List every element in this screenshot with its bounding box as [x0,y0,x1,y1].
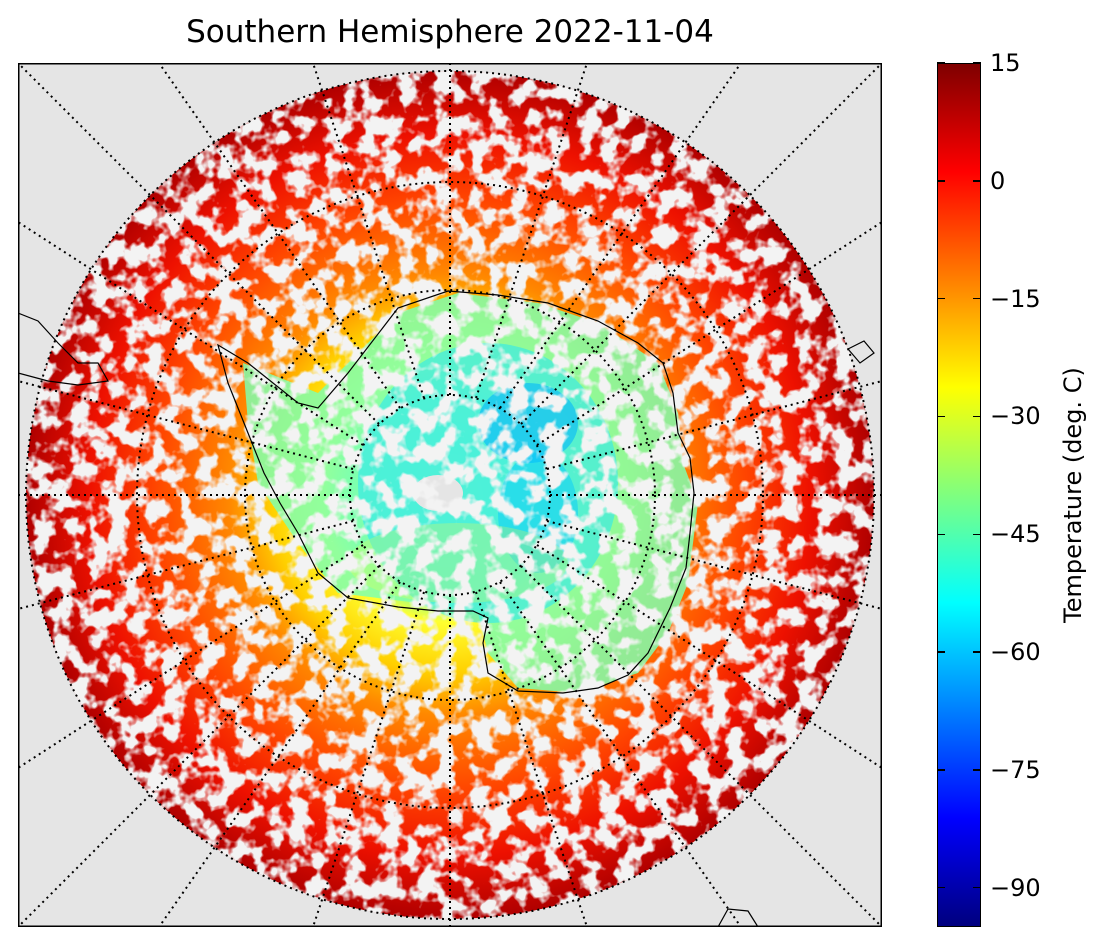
colorbar-tick-mark [937,886,945,889]
graticule [18,63,882,927]
colorbar-tick-label: −60 [990,638,1041,667]
south-america-tip [717,908,759,927]
colorbar-tick-mark [937,180,945,182]
colorbar-tick-label: 15 [990,49,1021,77]
colorbar-label: Temperature (deg. C) [1059,367,1087,623]
colorbar-tick-mark [937,415,945,418]
colorbar-tick-mark [937,62,945,64]
colorbar-tick-label: −75 [990,755,1041,784]
colorbar-tick-mark [937,769,945,771]
colorbar-tick-mark [973,180,981,182]
polar-map[interactable] [18,63,882,927]
colorbar-tick-label: −30 [990,402,1041,431]
colorbar-tick-mark [973,651,981,653]
antarctica-coastline [217,290,695,694]
colorbar-tick-label: −15 [990,284,1041,313]
colorbar-tick-label: −90 [990,873,1041,902]
colorbar-tick-mark [937,651,945,653]
colorbar-tick-mark [973,297,981,300]
colorbar-tick-mark [973,62,981,64]
colorbar-tick-mark [973,533,981,536]
coastlines [18,290,875,927]
colorbar-tick-mark [973,886,981,889]
colorbar-tick-mark [973,415,981,418]
africa-tip [847,340,875,364]
colorbar-tick-mark [937,297,945,300]
map-title: Southern Hemisphere 2022-11-04 [186,14,714,50]
colorbar-tick-mark [973,769,981,771]
australia-nz-coastline [18,312,109,386]
map-canvas [18,63,882,927]
colorbar-tick-label: 0 [990,166,1006,195]
colorbar-tick-mark [937,533,945,536]
colorbar [937,63,981,927]
colorbar-tick-label: −45 [990,520,1041,549]
